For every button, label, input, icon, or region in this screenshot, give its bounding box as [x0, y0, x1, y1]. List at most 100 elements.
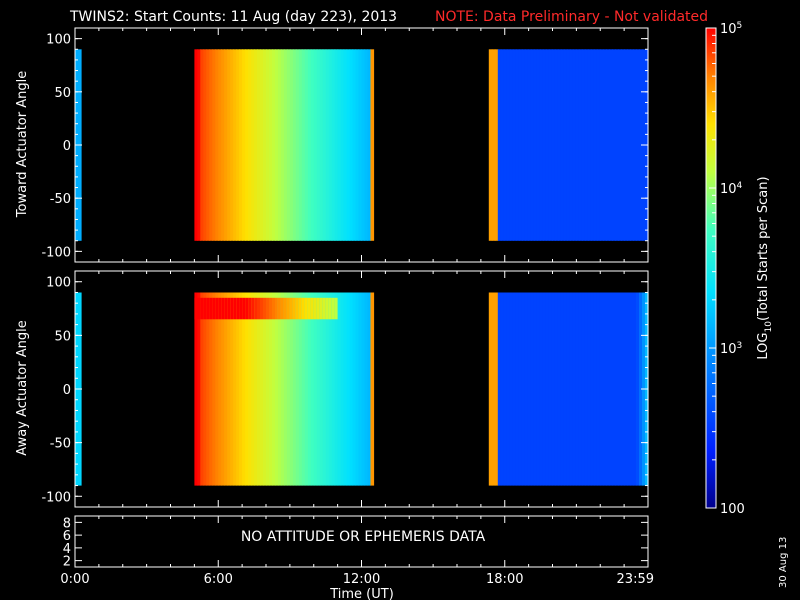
toward-heat-col [593, 49, 598, 241]
away-heat-col [277, 292, 282, 486]
toward-heat-col [606, 49, 610, 241]
toward-heat-col [227, 49, 231, 241]
toward-heat-col [500, 49, 505, 241]
toward-ytick-label: -50 [50, 192, 71, 207]
away-heat-col [349, 292, 354, 486]
away-heat-col [518, 292, 523, 486]
away-heat-band [251, 297, 255, 320]
toward-heat-col [224, 49, 228, 241]
away-heat-col [251, 292, 255, 486]
away-heat-col [236, 292, 240, 486]
toward-heat-col [319, 49, 324, 241]
toward-heat-col [603, 49, 607, 241]
away-heat-band [316, 297, 321, 320]
toward-heat-col [328, 49, 333, 241]
toward-heat-col [272, 49, 276, 241]
away-heat-col [319, 292, 324, 486]
toward-heat-col [322, 49, 327, 241]
toward-heat-col [310, 49, 315, 241]
toward-heat-col [627, 49, 631, 241]
toward-heat-col [352, 49, 357, 241]
toward-heat-col [545, 49, 550, 241]
away-heat-col [503, 292, 508, 486]
colorbar-label: LOG10(Total Starts per Scan) [756, 176, 774, 359]
toward-heat-col [612, 49, 616, 241]
toward-heat-col [572, 49, 577, 241]
toward-heat-col [630, 49, 634, 241]
x-axis-label: Time (UT) [329, 587, 394, 600]
away-ytick-label: -50 [50, 437, 71, 452]
away-heat-col [621, 292, 625, 486]
away-heat-band [283, 297, 288, 320]
toward-heat-col [292, 49, 297, 241]
away-heat-col [618, 292, 622, 486]
away-heat-band [286, 297, 291, 320]
away-heat-band [301, 297, 306, 320]
away-heat-col [209, 292, 213, 486]
away-ylabel: Away Actuator Angle [15, 320, 30, 455]
away-heat-col [539, 292, 544, 486]
toward-heat-col [283, 49, 288, 241]
toward-heat-col [203, 49, 207, 241]
toward-heat-col [263, 49, 267, 241]
away-heat-col [242, 292, 246, 486]
away-heat-band [254, 297, 258, 320]
toward-heat-col [230, 49, 234, 241]
toward-heat-col [542, 49, 547, 241]
away-heat-band [218, 297, 222, 320]
away-heat-col [310, 292, 315, 486]
toward-heat-col [515, 49, 520, 241]
away-heat-col [269, 292, 273, 486]
away-heat-band [304, 297, 309, 320]
away-heat-col [367, 292, 372, 486]
colorbar-tick-label: 105 [720, 21, 742, 37]
away-heat-col [280, 292, 285, 486]
toward-heat-col [506, 49, 511, 241]
away-heat-col [337, 292, 342, 486]
away-heat-col [551, 292, 556, 486]
away-heat-col [248, 292, 252, 486]
away-heat-col [569, 292, 574, 486]
away-heat-col [587, 292, 592, 486]
away-heat-col [596, 292, 601, 486]
x-tick-label: 18:00 [486, 572, 523, 587]
away-heat-col [331, 292, 336, 486]
away-heat-col [200, 292, 204, 486]
date-stamp: 30 Aug 13 [778, 537, 789, 588]
away-heat-col [506, 292, 511, 486]
toward-heat-col [358, 49, 363, 241]
ephemeris-ytick-label: 8 [63, 516, 71, 531]
away-heat-col [346, 292, 351, 486]
away-heat-col [624, 292, 628, 486]
away-heat-col [263, 292, 267, 486]
toward-heat-col [609, 49, 613, 241]
toward-heat-col [277, 49, 282, 241]
toward-ytick-label: 0 [63, 139, 71, 154]
toward-heat-col [364, 49, 369, 241]
toward-heat-col [346, 49, 351, 241]
away-heat-col [524, 292, 529, 486]
toward-heat-col [257, 49, 261, 241]
away-ytick-label: -100 [41, 490, 71, 505]
away-heat-col [298, 292, 303, 486]
toward-heat-col [197, 49, 201, 241]
away-heat-col [340, 292, 345, 486]
toward-heat-col [269, 49, 273, 241]
away-heat-band [331, 297, 336, 320]
away-heat-col [358, 292, 363, 486]
toward-heat-col [596, 49, 601, 241]
away-heat-col [557, 292, 562, 486]
away-heat-col [364, 292, 369, 486]
away-heat-col [530, 292, 535, 486]
away-heat-col [521, 292, 526, 486]
x-tick-label: 12:00 [343, 572, 380, 587]
away-heat-col [554, 292, 559, 486]
away-heat-col [636, 292, 640, 486]
away-heat-col [245, 292, 249, 486]
away-heat-col [221, 292, 225, 486]
away-heat-col [536, 292, 541, 486]
no-data-message: NO ATTITUDE OR EPHEMERIS DATA [241, 529, 486, 545]
away-heat-col [575, 292, 580, 486]
chart-title: TWINS2: Start Counts: 11 Aug (day 223), … [69, 9, 397, 25]
away-heat-band [257, 297, 261, 320]
